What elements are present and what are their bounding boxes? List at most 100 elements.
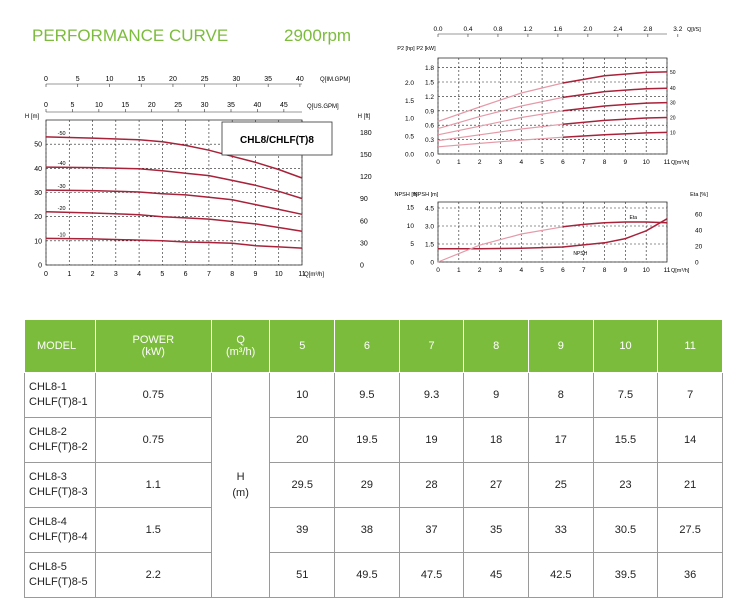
us-gpm-tick-label: 35 [227,102,235,109]
x-tick-label: 5 [540,159,544,166]
table-row: CHL8-3 CHLF(T)8-3 1.1 29.5 29 28 27 25 23 21 [24,462,723,508]
table-header-cell: 11 [657,319,723,373]
x-axis-label: Q[m³/h] [671,268,690,274]
x-tick-label: 3 [499,267,503,274]
head-value-cell: 7 [657,372,723,418]
y-right-tick-label: 20 [695,244,703,251]
ls-axis-label: Q[l/S] [687,27,701,33]
series-label: 50 [670,70,676,76]
us-gpm-tick-label: 5 [70,102,74,109]
x-tick-label: 4 [519,267,523,274]
x-tick-label: 11 [664,267,671,274]
head-curve-20 [45,211,303,232]
head-value-cell: 38 [334,507,400,553]
ls-tick-label: 2.8 [643,26,652,33]
us-gpm-tick-label: 25 [174,102,182,109]
series-label: -50 [58,131,66,137]
im-gpm-tick-label: 25 [201,76,209,83]
im-gpm-tick-label: 35 [264,76,272,83]
ls-tick-label: 2.4 [613,26,622,33]
table-header-cell: POWER (kW) [94,319,212,373]
y-tick-label: 0.3 [425,137,434,144]
head-value-cell: 9.5 [334,372,400,418]
x-tick-label: 1 [457,159,461,166]
y-tick-label: 1.5 [425,242,434,249]
power-curve-low-30 [437,110,563,136]
x-tick-label: 0 [44,271,48,278]
head-value-cell: 9 [463,372,529,418]
head-value-cell: 8 [528,372,594,418]
x-tick-label: 8 [603,159,607,166]
head-value-cell: 19.5 [334,417,400,463]
table-header-cell: 8 [463,319,529,373]
series-label: Eta [630,215,638,221]
us-gpm-tick-label: 30 [201,102,209,109]
head-value-cell: 21 [657,462,723,508]
table-header-row: MODEL POWER (kW) Q (m³/h) 5 6 7 8 9 10 11 [24,319,723,373]
x-tick-label: 9 [254,271,258,278]
us-gpm-tick-label: 20 [148,102,156,109]
x-tick-label: 7 [207,271,211,278]
x-tick-label: 5 [160,271,164,278]
eta-curve [562,221,668,228]
y-left-tick-label: 10 [407,223,415,230]
power-curve-30 [562,101,668,112]
x-tick-label: 11 [664,159,671,166]
y-axis-label: P2 [kW] [416,46,436,52]
head-value-cell: 18 [463,417,529,463]
head-value-cell: 37 [398,507,465,553]
y-tick-label: 0 [38,263,42,270]
model-cell: CHL8-1 CHLF(T)8-1 [24,372,96,418]
im-gpm-axis-label: Q[IM.GPM] [320,77,350,83]
head-curve-50 [45,136,303,179]
x-tick-label: 7 [582,159,586,166]
y-left-tick-label: 0.0 [405,152,414,159]
y-tick-label: 1.2 [425,94,434,101]
y-right-axis-label: H [ft] [358,114,371,120]
head-value-cell: 14 [657,417,723,463]
im-gpm-tick-label: 0 [44,76,48,83]
power-curve-low-40 [437,96,564,130]
table-header-cell: 10 [592,319,659,373]
ls-tick-label: 0.4 [463,26,472,33]
y-left-tick-label: 1.0 [405,116,414,123]
y-left-tick-label: 15 [407,205,415,212]
x-axis-label: Q[m³/h] [671,160,690,166]
head-value-cell: 29.5 [269,462,336,508]
head-value-cell: 42.5 [528,552,594,598]
x-tick-label: 8 [230,271,234,278]
im-gpm-tick-label: 20 [169,76,177,83]
x-tick-label: 9 [624,159,628,166]
y-right-tick-label: 60 [360,218,368,225]
head-value-cell: 47.5 [398,552,465,598]
head-value-cell: 33 [528,507,594,553]
table-header-cell: 5 [269,319,336,373]
us-gpm-axis-label: Q[US.GPM] [307,104,339,110]
y-right-tick-label: 60 [695,212,703,219]
power-curve-50 [562,71,668,84]
x-tick-label: 6 [561,267,565,274]
im-gpm-tick-label: 15 [137,76,145,83]
y-right-axis-label: Eta [%] [690,192,708,198]
y-left-tick-label: 1.5 [405,98,414,105]
series-label: NPSH [573,251,587,257]
power-curve-20 [562,116,668,125]
plot-frame [45,119,303,266]
x-tick-label: 2 [478,159,482,166]
head-value-cell: 49.5 [334,552,400,598]
table-header-cell: Q (m³/h) [210,319,271,373]
y-left-axis-label: NPSH [ft] [395,192,418,198]
power-cell: 0.75 [94,417,212,463]
x-tick-label: 11 [298,271,305,278]
head-value-cell: 10 [269,372,336,418]
x-tick-label: 10 [643,267,651,274]
y-tick-label: 0.6 [425,123,434,130]
ls-tick-label: 0.0 [433,26,442,33]
im-gpm-tick-label: 40 [296,76,304,83]
y-tick-label: 1.8 [425,65,434,72]
head-curve-10 [45,237,303,249]
power-cell: 1.5 [94,507,212,553]
y-tick-label: 50 [34,142,42,149]
head-value-cell: 39.5 [592,552,659,598]
